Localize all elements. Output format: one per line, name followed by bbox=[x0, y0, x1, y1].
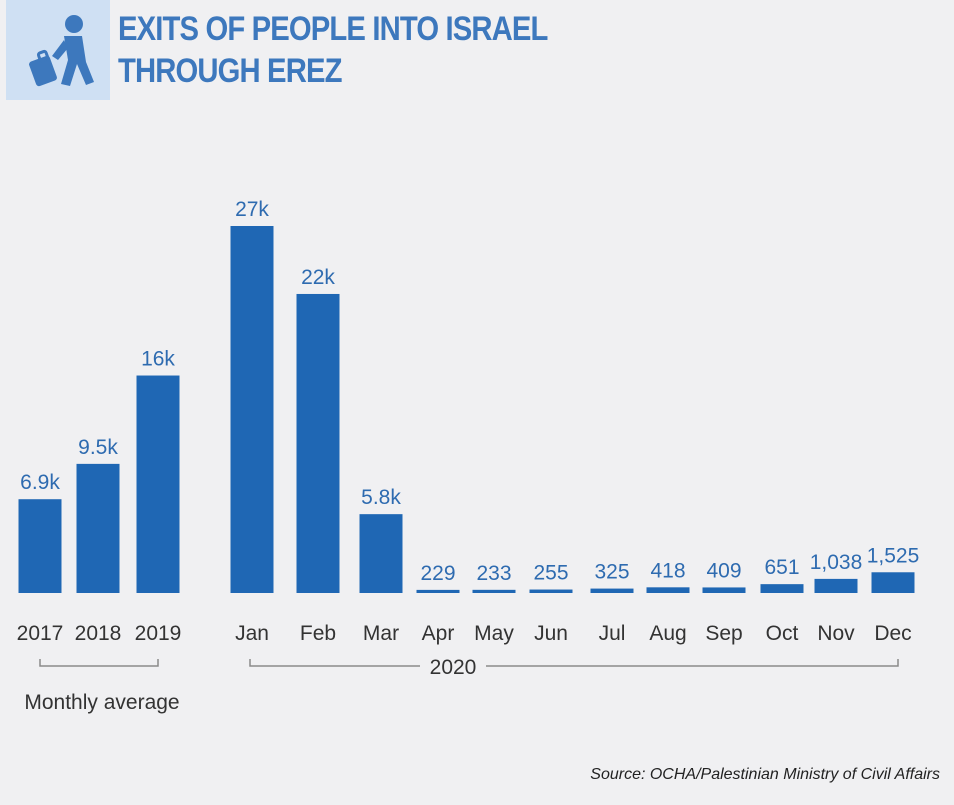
group-bracket-2020-left bbox=[249, 659, 420, 667]
tick-label-2019: 2019 bbox=[135, 622, 182, 645]
bar-dec bbox=[871, 572, 915, 593]
bar-may bbox=[472, 589, 516, 593]
tick-label-may: May bbox=[474, 622, 514, 645]
data-label-apr: 229 bbox=[420, 562, 455, 585]
group-label-2020: 2020 bbox=[430, 656, 477, 679]
bar-2018 bbox=[76, 463, 120, 593]
icon-box bbox=[6, 0, 110, 100]
bar-jul bbox=[590, 588, 634, 593]
bar-2019 bbox=[136, 375, 180, 593]
bar-oct bbox=[760, 584, 804, 593]
source-note: Source: OCHA/Palestinian Ministry of Civ… bbox=[590, 766, 940, 783]
data-label-nov: 1,038 bbox=[810, 551, 863, 574]
data-label-feb: 22k bbox=[301, 266, 335, 289]
tick-label-2018: 2018 bbox=[75, 622, 122, 645]
bar-nov bbox=[814, 578, 858, 593]
chart-title-line-1: EXITS OF PEOPLE INTO ISRAEL bbox=[118, 10, 548, 48]
chart-title-line-2: THROUGH EREZ bbox=[118, 52, 342, 90]
tick-label-apr: Apr bbox=[422, 622, 455, 645]
data-label-mar: 5.8k bbox=[361, 486, 401, 509]
data-label-jan: 27k bbox=[235, 198, 269, 221]
tick-label-sep: Sep bbox=[705, 622, 742, 645]
data-label-jun: 255 bbox=[533, 562, 568, 585]
data-label-jul: 325 bbox=[594, 561, 629, 584]
data-label-dec: 1,525 bbox=[867, 544, 920, 567]
data-label-2019: 16k bbox=[141, 348, 175, 371]
data-label-may: 233 bbox=[476, 562, 511, 585]
tick-label-jun: Jun bbox=[534, 622, 568, 645]
tick-label-jul: Jul bbox=[599, 622, 626, 645]
tick-label-nov: Nov bbox=[817, 622, 855, 645]
group-bracket-monthly-average bbox=[39, 659, 159, 667]
bar-2017 bbox=[18, 499, 62, 593]
tick-label-jan: Jan bbox=[235, 622, 269, 645]
data-label-2018: 9.5k bbox=[78, 436, 118, 459]
tick-label-mar: Mar bbox=[363, 622, 399, 645]
bar-feb bbox=[296, 293, 340, 593]
chart-title: EXITS OF PEOPLE INTO ISRAEL THROUGH EREZ bbox=[118, 8, 548, 92]
data-label-2017: 6.9k bbox=[20, 471, 60, 494]
tick-label-oct: Oct bbox=[766, 622, 799, 645]
tick-label-aug: Aug bbox=[649, 622, 686, 645]
group-label-monthly-average: Monthly average bbox=[24, 691, 179, 714]
group-bracket-2020-right bbox=[486, 659, 899, 667]
bar-mar bbox=[359, 514, 403, 593]
bar-apr bbox=[416, 589, 460, 593]
bar-chart: 6.9k 2017 9.5k 2018 16k 2019 27k Jan 22k Feb 5.8k M… bbox=[17, 198, 920, 714]
bar-jun bbox=[529, 589, 573, 593]
data-label-sep: 409 bbox=[706, 559, 741, 582]
bar-sep bbox=[702, 587, 746, 593]
tick-label-feb: Feb bbox=[300, 622, 336, 645]
tick-label-dec: Dec bbox=[874, 622, 911, 645]
bar-jan bbox=[230, 226, 274, 593]
data-label-oct: 651 bbox=[764, 556, 799, 579]
tick-label-2017: 2017 bbox=[17, 622, 64, 645]
bar-aug bbox=[646, 587, 690, 593]
data-label-aug: 418 bbox=[650, 559, 685, 582]
traveler-with-luggage-icon bbox=[29, 15, 94, 87]
